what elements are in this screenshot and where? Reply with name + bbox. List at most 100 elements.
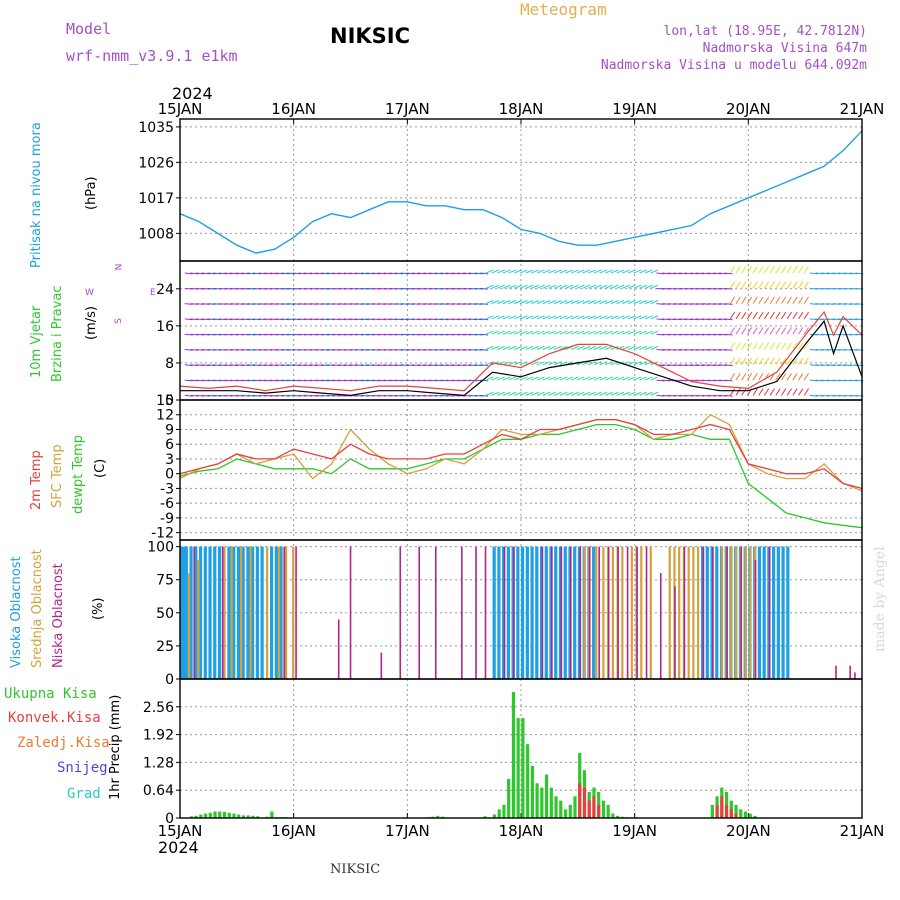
- wind-barb: [769, 281, 775, 289]
- wind-barb: [633, 391, 642, 396]
- wind-barb: [207, 348, 216, 351]
- cloud-bar: [636, 546, 638, 679]
- wind-barb: [519, 376, 528, 381]
- wind-barb: [184, 303, 193, 305]
- wind-barb: [536, 345, 545, 350]
- wind-barb: [269, 348, 278, 351]
- wind-barb: [701, 379, 710, 382]
- wind-barb: [531, 269, 539, 274]
- precip-bar: [554, 796, 558, 818]
- wind-barb: [559, 315, 568, 320]
- wind-barb: [247, 287, 256, 290]
- cloud-bar: [607, 546, 610, 679]
- wind-barb: [656, 303, 665, 305]
- wind-barb: [650, 330, 659, 335]
- cloud-bar: [835, 665, 837, 679]
- wind-barb: [713, 394, 722, 397]
- wind-barb: [559, 361, 568, 366]
- cloud-bar: [757, 546, 762, 679]
- cloud-bar: [705, 546, 709, 679]
- wind-barb: [553, 315, 562, 320]
- wind-barb: [786, 327, 792, 335]
- wind-barb: [588, 284, 596, 289]
- wind-barb: [326, 287, 335, 290]
- wind-barb: [349, 318, 358, 321]
- cloud-bar: [573, 546, 577, 679]
- wind-barb: [701, 318, 710, 321]
- wind-barb: [338, 333, 347, 336]
- wind-barb: [650, 345, 659, 350]
- wind-barb: [355, 287, 364, 290]
- wind-barb: [463, 364, 472, 367]
- wind-barb: [218, 333, 227, 336]
- wind-barb: [781, 327, 787, 335]
- cloud-bar: [255, 546, 259, 679]
- wind-barb: [514, 315, 522, 320]
- wind-barb: [684, 287, 693, 290]
- cloud-bar: [197, 559, 200, 679]
- wind-barb: [713, 333, 722, 336]
- wind-barb: [230, 348, 239, 351]
- wind-barb: [281, 318, 290, 321]
- wind-barb: [372, 303, 381, 305]
- wind-barb: [423, 303, 432, 305]
- wind-barb: [627, 330, 636, 335]
- wind-barb: [343, 364, 352, 367]
- wind-barb: [309, 379, 318, 382]
- wind-barb: [332, 272, 341, 275]
- wind-barb: [497, 330, 505, 335]
- wind-barb: [627, 361, 636, 366]
- wind-barb: [639, 376, 647, 381]
- wind-barb: [247, 318, 256, 321]
- wind-barb: [281, 379, 290, 382]
- cloud-bar: [232, 546, 236, 679]
- wind-barb: [468, 287, 477, 290]
- wind-barb: [457, 333, 466, 336]
- wind-barb: [565, 284, 574, 289]
- cloud-bar: [380, 652, 383, 679]
- wind-barb: [849, 318, 858, 321]
- wind-barb: [423, 394, 432, 397]
- cloud-bar: [697, 546, 700, 679]
- wind-barb: [662, 379, 671, 382]
- wind-barb: [389, 287, 398, 290]
- wind-barb: [321, 303, 330, 305]
- wind-barb: [508, 345, 517, 350]
- wind-barb: [832, 394, 841, 397]
- wind-barb: [826, 364, 835, 367]
- wind-barb: [252, 318, 261, 321]
- cloud-bar: [475, 546, 477, 679]
- precip-bar: [436, 815, 440, 818]
- wind-barb: [576, 376, 585, 381]
- wind-barb: [536, 300, 545, 305]
- wind-barb: [258, 348, 267, 351]
- wind-barb: [360, 379, 369, 382]
- wind-barb: [764, 357, 770, 366]
- wind-barb: [542, 330, 551, 335]
- wind-barb: [701, 287, 710, 290]
- wind-barb: [571, 376, 579, 381]
- precip-bar: [592, 796, 596, 818]
- y-tick-label: -9: [160, 511, 174, 527]
- footer-station: NIKSIC: [330, 862, 381, 877]
- wind-barb: [292, 394, 301, 397]
- wind-barb: [679, 303, 688, 305]
- wind-barb: [673, 333, 682, 336]
- wind-barb: [463, 303, 472, 305]
- wind-barb: [400, 333, 409, 336]
- wind-barb: [286, 364, 296, 367]
- wind-barb: [423, 333, 432, 336]
- wind-barb: [309, 287, 318, 290]
- wind-barb: [729, 388, 736, 396]
- wind-barb: [377, 364, 386, 367]
- wind-barb: [565, 376, 574, 381]
- wind-barb: [502, 376, 511, 381]
- wind-barb: [366, 364, 375, 367]
- wind-barb: [707, 333, 716, 336]
- wind-barb: [332, 318, 341, 321]
- wind-barb: [201, 379, 210, 382]
- wind-barb: [451, 303, 460, 305]
- wind-barb: [275, 364, 284, 367]
- wind-barb: [832, 303, 841, 305]
- wind-barb: [809, 348, 818, 351]
